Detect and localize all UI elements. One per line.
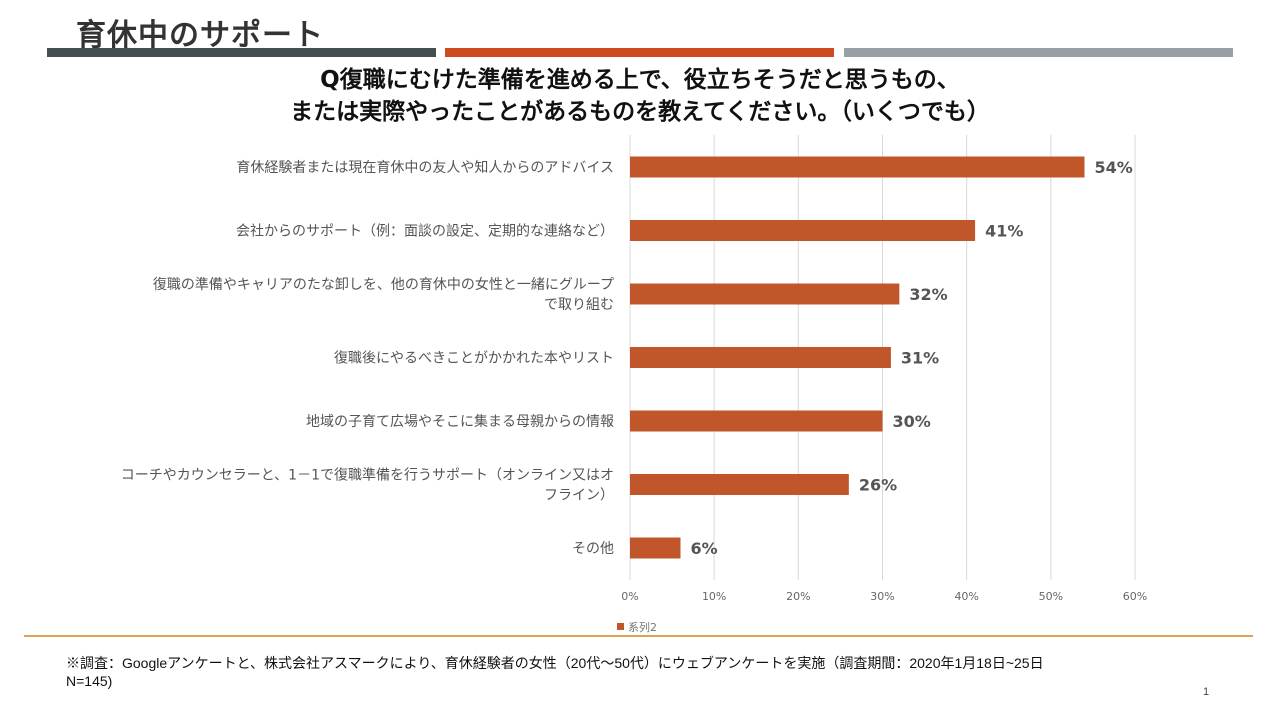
footnote-line-2: N=145) xyxy=(66,673,113,689)
category-labels: 育休経験者または現在育休中の友人や知人からのアドバイス会社からのサポート（例：面… xyxy=(121,159,614,557)
footnote-line-1: ※調査：Googleアンケートと、株式会社アスマークにより、育休経験者の女性（2… xyxy=(66,655,1044,671)
data-label: 30% xyxy=(893,412,931,431)
category-label: コーチやカウンセラーと、1－1で復職準備を行うサポート（オンライン又はオ xyxy=(121,467,614,484)
legend-swatch xyxy=(617,623,624,630)
category-label: 復職の準備やキャリアのたな卸しを、他の育休中の女性と一緒にグループ xyxy=(153,276,614,293)
title-bar-orange xyxy=(445,48,834,57)
x-tick-label: 10% xyxy=(702,590,726,603)
question-line-2: または実際やったことがあるものを教えてください。（いくつでも） xyxy=(290,99,990,125)
x-tick-label: 50% xyxy=(1039,590,1063,603)
data-label: 54% xyxy=(1095,158,1133,177)
bar xyxy=(630,410,883,432)
bar xyxy=(630,474,849,495)
x-tick-labels: 0% 10% 20% 30% 40% 50% 60% xyxy=(621,590,1147,603)
x-tick-label: 40% xyxy=(954,590,978,603)
x-tick-label: 60% xyxy=(1123,590,1147,603)
legend: 系列2 xyxy=(617,620,657,634)
legend-label: 系列2 xyxy=(628,620,657,634)
bar xyxy=(630,347,891,368)
data-label: 26% xyxy=(859,476,897,495)
data-label: 32% xyxy=(909,285,947,304)
data-label: 6% xyxy=(691,539,718,558)
category-label: 地域の子育て広場やそこに集まる母親からの情報 xyxy=(306,413,614,430)
category-label: 会社からのサポート（例：面談の設定、定期的な連絡など） xyxy=(236,224,614,240)
bar xyxy=(630,283,900,305)
x-tick-label: 30% xyxy=(870,590,894,603)
footer-rule xyxy=(24,635,1253,637)
category-label: その他 xyxy=(572,541,614,557)
title-bar-gray xyxy=(844,48,1233,57)
survey-question: Q復職にむけた準備を進める上で、役立ちそうだと思うもの、 または実際やったことが… xyxy=(0,64,1280,128)
footnote: ※調査：Googleアンケートと、株式会社アスマークにより、育休経験者の女性（2… xyxy=(66,654,1206,690)
x-tick-label: 20% xyxy=(786,590,810,603)
category-label: で取り組む xyxy=(544,297,614,313)
page-number: 1 xyxy=(1203,686,1210,698)
data-label: 31% xyxy=(901,349,939,368)
question-line-1: Q復職にむけた準備を進める上で、役立ちそうだと思うもの、 xyxy=(320,67,960,93)
category-label: 育休経験者または現在育休中の友人や知人からのアドバイス xyxy=(236,159,614,176)
bar xyxy=(630,220,976,241)
data-labels: 54% 41% 32% 31% 30% 26% 6% xyxy=(691,158,1133,558)
bars xyxy=(630,156,1085,559)
bar xyxy=(630,156,1085,178)
bar xyxy=(630,537,681,559)
title-bar-dark xyxy=(47,48,436,57)
bar-chart: 育休経験者または現在育休中の友人や知人からのアドバイス会社からのサポート（例：面… xyxy=(121,135,1147,634)
category-label: 復職後にやるべきことがかかれた本やリスト xyxy=(334,350,614,367)
slide-title: 育休中のサポート xyxy=(76,18,324,53)
category-label: フライン） xyxy=(544,488,614,504)
data-label: 41% xyxy=(985,222,1023,241)
x-tick-label: 0% xyxy=(621,590,638,603)
